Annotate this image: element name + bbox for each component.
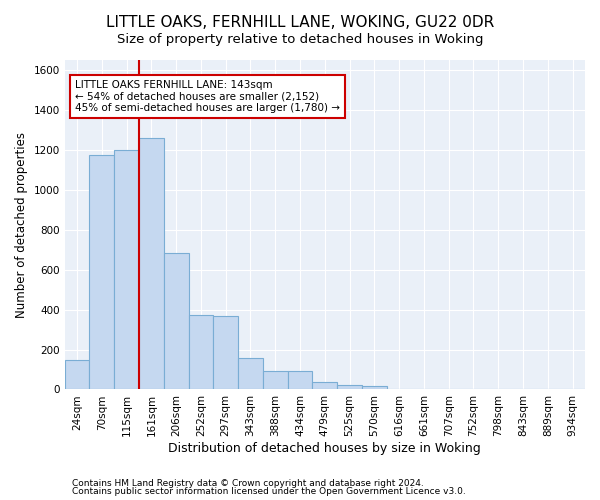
Bar <box>114 150 139 390</box>
Bar <box>214 316 238 390</box>
Y-axis label: Number of detached properties: Number of detached properties <box>15 132 28 318</box>
Text: Size of property relative to detached houses in Woking: Size of property relative to detached ho… <box>117 32 483 46</box>
Text: Contains HM Land Registry data © Crown copyright and database right 2024.: Contains HM Land Registry data © Crown c… <box>72 478 424 488</box>
Bar <box>238 358 263 390</box>
X-axis label: Distribution of detached houses by size in Woking: Distribution of detached houses by size … <box>169 442 481 455</box>
Text: Contains public sector information licensed under the Open Government Licence v3: Contains public sector information licen… <box>72 487 466 496</box>
Bar <box>139 138 164 390</box>
Bar <box>65 360 89 390</box>
Bar <box>287 372 313 390</box>
Bar <box>188 314 214 390</box>
Bar <box>164 252 188 390</box>
Text: LITTLE OAKS, FERNHILL LANE, WOKING, GU22 0DR: LITTLE OAKS, FERNHILL LANE, WOKING, GU22… <box>106 15 494 30</box>
Bar <box>362 386 387 390</box>
Bar <box>313 382 337 390</box>
Bar <box>89 155 114 390</box>
Bar <box>337 386 362 390</box>
Text: LITTLE OAKS FERNHILL LANE: 143sqm
← 54% of detached houses are smaller (2,152)
4: LITTLE OAKS FERNHILL LANE: 143sqm ← 54% … <box>75 80 340 113</box>
Bar <box>263 372 287 390</box>
